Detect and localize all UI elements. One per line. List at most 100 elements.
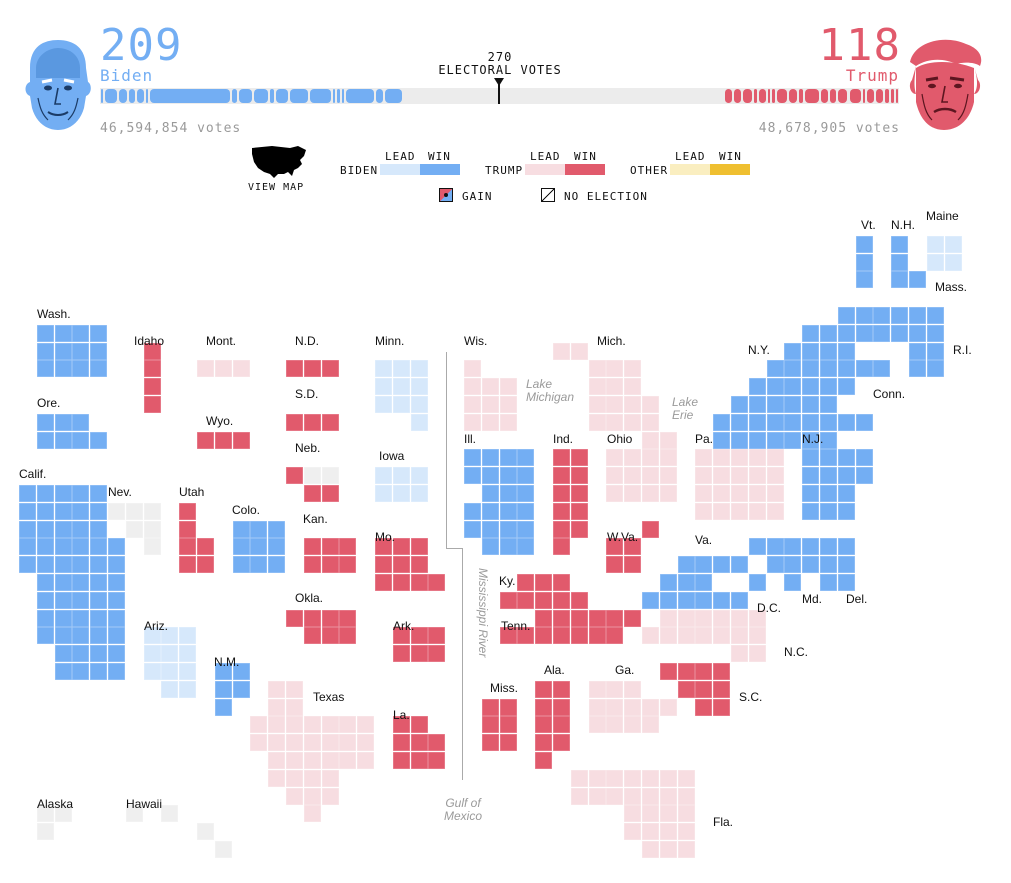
state-tile — [695, 556, 713, 574]
state-tile — [197, 538, 214, 556]
state-tile — [286, 413, 303, 431]
state-tile — [553, 574, 570, 591]
state-tile — [232, 680, 250, 698]
state-tile — [36, 574, 54, 591]
state-tile — [713, 449, 731, 467]
state-tile — [624, 485, 642, 502]
state-tile — [624, 805, 642, 823]
state-tile — [392, 752, 410, 769]
state-tile — [321, 769, 339, 787]
state-tile — [36, 538, 54, 556]
biden-bar-segment — [150, 89, 230, 103]
state-tile — [766, 502, 784, 520]
mississippi-line-bottom — [462, 548, 463, 780]
state-tile — [677, 591, 695, 609]
gulf-of-mexico-label: Gulf of Mexico — [443, 796, 482, 823]
state-tile — [837, 538, 855, 556]
state-tile — [464, 360, 481, 378]
state-tile — [642, 805, 659, 823]
state-tile — [321, 538, 339, 556]
state-tile — [748, 574, 766, 591]
state-tile — [54, 538, 72, 556]
biden-bar-segment — [341, 89, 345, 103]
state-tile — [268, 556, 286, 574]
state-label: Wyo. — [206, 414, 234, 428]
view-map-button[interactable]: VIEW MAP — [248, 144, 310, 196]
state-tile — [321, 734, 339, 752]
state-tile — [748, 413, 766, 431]
state-tile — [36, 609, 54, 627]
state-tile — [606, 556, 624, 574]
state-tile — [748, 538, 766, 556]
biden-bar-segment — [105, 89, 117, 103]
state-tile — [802, 538, 820, 556]
state-tile — [125, 520, 143, 538]
trump-bar-segment — [742, 89, 753, 103]
state-tile — [179, 627, 197, 645]
state-tile — [286, 609, 303, 627]
state-tile — [214, 680, 232, 698]
state-tile — [837, 342, 855, 360]
state-tile — [232, 556, 250, 574]
state-tile — [54, 627, 72, 645]
biden-popular-votes: 46,594,854 votes — [100, 121, 242, 136]
state-tile — [553, 449, 570, 467]
state-tile — [214, 663, 232, 680]
state-tile — [481, 716, 499, 734]
state-tile — [659, 431, 677, 449]
state-tile — [321, 716, 339, 734]
state-tile — [642, 627, 659, 645]
state-tile — [624, 396, 642, 413]
state-tile — [72, 591, 90, 609]
state-tile — [624, 769, 642, 787]
state-tile — [108, 538, 125, 556]
state-tile — [820, 574, 837, 591]
legend-trump-label: TRUMP — [485, 164, 524, 177]
state-tile — [570, 787, 588, 805]
state-tile — [695, 663, 713, 680]
state-tile — [784, 556, 802, 574]
state-tile — [392, 556, 410, 574]
state-tile — [873, 324, 891, 342]
state-tile — [677, 841, 695, 858]
state-tile — [90, 324, 108, 342]
state-tile — [321, 360, 339, 378]
state-tile — [321, 787, 339, 805]
state-tile — [410, 413, 428, 431]
state-tile — [108, 663, 125, 680]
state-tile — [268, 752, 286, 769]
biden-bar-segment — [384, 89, 402, 103]
state-tile — [659, 485, 677, 502]
biden-bar-segment — [276, 89, 288, 103]
state-tile — [179, 680, 197, 698]
state-tile — [410, 574, 428, 591]
state-tile — [820, 378, 837, 396]
state-tile — [784, 431, 802, 449]
state-tile — [642, 396, 659, 413]
state-tile — [553, 485, 570, 502]
state-label: Calif. — [19, 467, 47, 481]
state-tile — [731, 431, 748, 449]
gain-icon — [439, 188, 453, 202]
state-tile — [570, 769, 588, 787]
state-tile — [659, 823, 677, 841]
biden-bar-segment — [253, 89, 269, 103]
state-label: La. — [393, 708, 410, 722]
state-tile — [197, 823, 214, 841]
state-tile — [713, 556, 731, 574]
state-tile — [855, 253, 873, 271]
state-tile — [72, 538, 90, 556]
state-tile — [766, 485, 784, 502]
state-tile — [837, 324, 855, 342]
state-tile — [642, 520, 659, 538]
state-tile — [642, 787, 659, 805]
state-tile — [624, 787, 642, 805]
state-tile — [464, 396, 481, 413]
state-label: Miss. — [490, 681, 518, 695]
state-tile — [713, 467, 731, 485]
state-tile — [339, 627, 357, 645]
state-tile — [481, 698, 499, 716]
state-tile — [748, 502, 766, 520]
state-tile — [36, 502, 54, 520]
state-label: D.C. — [757, 601, 781, 615]
